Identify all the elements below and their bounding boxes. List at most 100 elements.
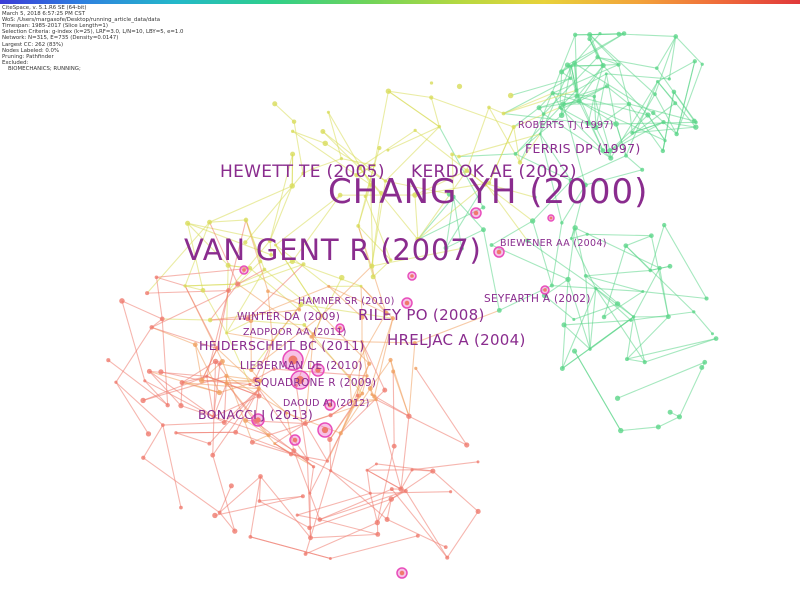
network-node[interactable] bbox=[630, 130, 635, 135]
network-node[interactable] bbox=[192, 342, 198, 347]
network-node[interactable] bbox=[290, 151, 296, 157]
network-node[interactable] bbox=[565, 276, 571, 283]
network-node[interactable] bbox=[449, 490, 453, 494]
node-label-zadpoor[interactable]: ZADPOOR AA (2011) bbox=[243, 327, 347, 338]
network-node[interactable] bbox=[649, 233, 654, 239]
network-node[interactable] bbox=[249, 439, 255, 445]
network-node[interactable] bbox=[414, 366, 418, 370]
network-node[interactable] bbox=[621, 31, 627, 36]
network-node[interactable] bbox=[674, 131, 679, 137]
network-node[interactable] bbox=[388, 496, 395, 502]
network-node[interactable] bbox=[704, 296, 709, 301]
network-node[interactable] bbox=[653, 92, 657, 97]
network-node[interactable] bbox=[141, 455, 146, 460]
network-node[interactable] bbox=[301, 262, 306, 267]
network-node[interactable] bbox=[326, 110, 330, 114]
network-node[interactable] bbox=[311, 465, 316, 469]
network-node[interactable] bbox=[248, 382, 252, 386]
network-node[interactable] bbox=[328, 557, 332, 560]
network-node[interactable] bbox=[561, 322, 567, 328]
network-node[interactable] bbox=[207, 317, 213, 323]
network-node[interactable] bbox=[533, 195, 537, 200]
network-node[interactable] bbox=[377, 145, 382, 151]
network-node[interactable] bbox=[501, 111, 506, 116]
network-node[interactable] bbox=[339, 156, 344, 161]
network-node[interactable] bbox=[517, 160, 523, 165]
network-node[interactable] bbox=[692, 310, 696, 314]
network-node[interactable] bbox=[618, 427, 624, 434]
network-node[interactable] bbox=[383, 310, 389, 316]
node-label-chang[interactable]: CHANG YH (2000) bbox=[328, 172, 649, 212]
network-node[interactable] bbox=[699, 365, 705, 370]
network-node[interactable] bbox=[249, 367, 254, 373]
network-node[interactable] bbox=[356, 223, 361, 228]
network-node[interactable] bbox=[179, 380, 185, 386]
node-label-vangent[interactable]: VAN GENT R (2007) bbox=[184, 233, 482, 267]
network-node[interactable] bbox=[594, 286, 598, 291]
network-node[interactable] bbox=[214, 346, 220, 351]
network-node[interactable] bbox=[348, 375, 352, 379]
network-node[interactable] bbox=[185, 220, 191, 226]
network-node[interactable] bbox=[667, 77, 671, 81]
network-node[interactable] bbox=[391, 369, 396, 374]
network-node[interactable] bbox=[655, 79, 660, 84]
network-node[interactable] bbox=[588, 347, 592, 351]
network-node[interactable] bbox=[576, 98, 582, 104]
network-node[interactable] bbox=[225, 262, 231, 268]
network-node[interactable] bbox=[415, 533, 420, 538]
network-node[interactable] bbox=[288, 452, 294, 457]
node-label-hewett[interactable]: HEWETT TE (2005) bbox=[220, 162, 385, 182]
network-node[interactable] bbox=[243, 240, 248, 245]
network-node[interactable] bbox=[673, 101, 678, 106]
network-node[interactable] bbox=[145, 291, 150, 296]
network-node[interactable] bbox=[642, 360, 647, 365]
network-node[interactable] bbox=[179, 505, 183, 510]
network-node[interactable] bbox=[248, 534, 253, 539]
network-node[interactable] bbox=[178, 402, 184, 409]
network-node[interactable] bbox=[200, 287, 206, 293]
network-node[interactable] bbox=[456, 83, 463, 90]
network-node[interactable] bbox=[694, 120, 698, 125]
network-node[interactable] bbox=[271, 339, 274, 343]
network-node[interactable] bbox=[623, 243, 629, 249]
network-node[interactable] bbox=[655, 66, 659, 70]
network-node[interactable] bbox=[272, 101, 278, 107]
network-node[interactable] bbox=[437, 124, 442, 129]
network-node[interactable] bbox=[443, 245, 449, 251]
network-node[interactable] bbox=[386, 148, 390, 152]
network-node[interactable] bbox=[228, 483, 234, 489]
network-node[interactable] bbox=[212, 512, 218, 519]
network-node[interactable] bbox=[233, 429, 239, 435]
network-node[interactable] bbox=[322, 140, 328, 147]
network-node[interactable] bbox=[585, 232, 589, 236]
network-node[interactable] bbox=[571, 348, 578, 354]
network-node[interactable] bbox=[295, 513, 299, 517]
network-node[interactable] bbox=[616, 62, 621, 67]
network-node[interactable] bbox=[641, 289, 645, 294]
network-node[interactable] bbox=[568, 178, 574, 184]
network-node[interactable] bbox=[459, 246, 464, 251]
network-node[interactable] bbox=[221, 420, 227, 425]
network-node[interactable] bbox=[529, 218, 536, 224]
network-node[interactable] bbox=[210, 452, 216, 458]
network-node[interactable] bbox=[339, 274, 345, 281]
network-node[interactable] bbox=[511, 124, 516, 130]
network-node[interactable] bbox=[671, 89, 677, 95]
network-node[interactable] bbox=[199, 377, 205, 384]
network-node[interactable] bbox=[225, 331, 229, 335]
network-node[interactable] bbox=[305, 457, 310, 461]
network-node[interactable] bbox=[355, 394, 359, 398]
network-node[interactable] bbox=[368, 182, 373, 187]
network-node[interactable] bbox=[676, 414, 683, 420]
network-node[interactable] bbox=[262, 267, 267, 272]
network-node[interactable] bbox=[284, 411, 288, 415]
network-node[interactable] bbox=[457, 154, 461, 159]
network-node[interactable] bbox=[385, 88, 392, 94]
network-node[interactable] bbox=[154, 275, 159, 280]
network-node[interactable] bbox=[256, 386, 261, 391]
network-node[interactable] bbox=[657, 265, 662, 271]
network-node[interactable] bbox=[513, 152, 518, 156]
network-node[interactable] bbox=[587, 32, 593, 38]
network-node[interactable] bbox=[489, 243, 494, 247]
